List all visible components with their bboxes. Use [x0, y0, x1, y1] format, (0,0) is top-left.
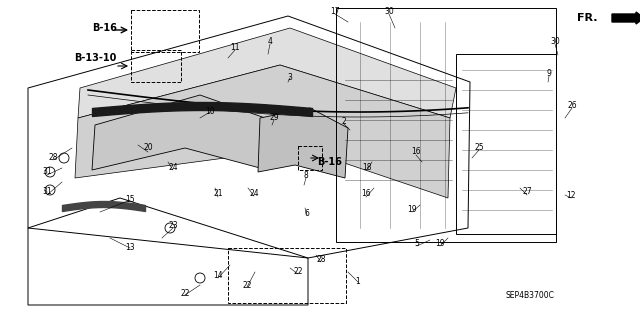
Text: B-16: B-16: [93, 23, 117, 33]
Bar: [336, 8, 556, 242]
Bar: [456, 54, 556, 234]
Polygon shape: [92, 95, 265, 170]
Text: 4: 4: [268, 38, 273, 47]
Text: 3: 3: [287, 72, 292, 81]
Text: 25: 25: [474, 144, 484, 152]
Text: 9: 9: [547, 69, 552, 78]
Text: 22: 22: [243, 280, 252, 290]
Text: 2: 2: [342, 116, 346, 125]
Text: 8: 8: [303, 170, 308, 180]
Text: 23: 23: [168, 220, 178, 229]
Text: 18: 18: [362, 164, 372, 173]
Text: 10: 10: [205, 107, 215, 115]
Text: 29: 29: [269, 114, 279, 122]
Text: 22: 22: [293, 268, 303, 277]
Text: 28: 28: [316, 256, 326, 264]
Text: 27: 27: [522, 188, 532, 197]
Text: 1: 1: [356, 278, 360, 286]
Bar: [131, 50, 181, 82]
Polygon shape: [75, 65, 450, 198]
Text: 12: 12: [566, 191, 576, 201]
Text: 24: 24: [249, 189, 259, 198]
Text: 24: 24: [168, 164, 178, 173]
Text: 11: 11: [230, 43, 240, 53]
Text: B-13-10: B-13-10: [74, 53, 116, 63]
Bar: [228, 248, 346, 303]
Polygon shape: [258, 108, 348, 178]
Text: 19: 19: [435, 240, 445, 249]
Text: 17: 17: [330, 8, 340, 17]
Text: 16: 16: [361, 189, 371, 198]
Bar: [298, 146, 322, 170]
Text: 31: 31: [42, 167, 52, 176]
Text: 6: 6: [305, 209, 309, 218]
Text: 14: 14: [213, 271, 223, 280]
Text: 30: 30: [550, 38, 560, 47]
FancyArrow shape: [612, 12, 640, 24]
Text: 26: 26: [567, 101, 577, 110]
Text: 20: 20: [143, 144, 153, 152]
Text: 21: 21: [213, 189, 223, 198]
Bar: [131, 10, 199, 52]
Text: 5: 5: [415, 239, 419, 248]
Text: B-16: B-16: [317, 157, 342, 167]
Text: 16: 16: [411, 147, 421, 157]
Text: SEP4B3700C: SEP4B3700C: [506, 291, 554, 300]
Text: FR.: FR.: [577, 13, 597, 23]
Text: 31: 31: [42, 188, 52, 197]
Text: 28: 28: [48, 153, 58, 162]
Polygon shape: [78, 28, 456, 118]
Text: 22: 22: [180, 290, 189, 299]
Text: 13: 13: [125, 243, 135, 253]
Text: 15: 15: [125, 196, 135, 204]
Text: 30: 30: [384, 8, 394, 17]
Text: 19: 19: [407, 204, 417, 213]
